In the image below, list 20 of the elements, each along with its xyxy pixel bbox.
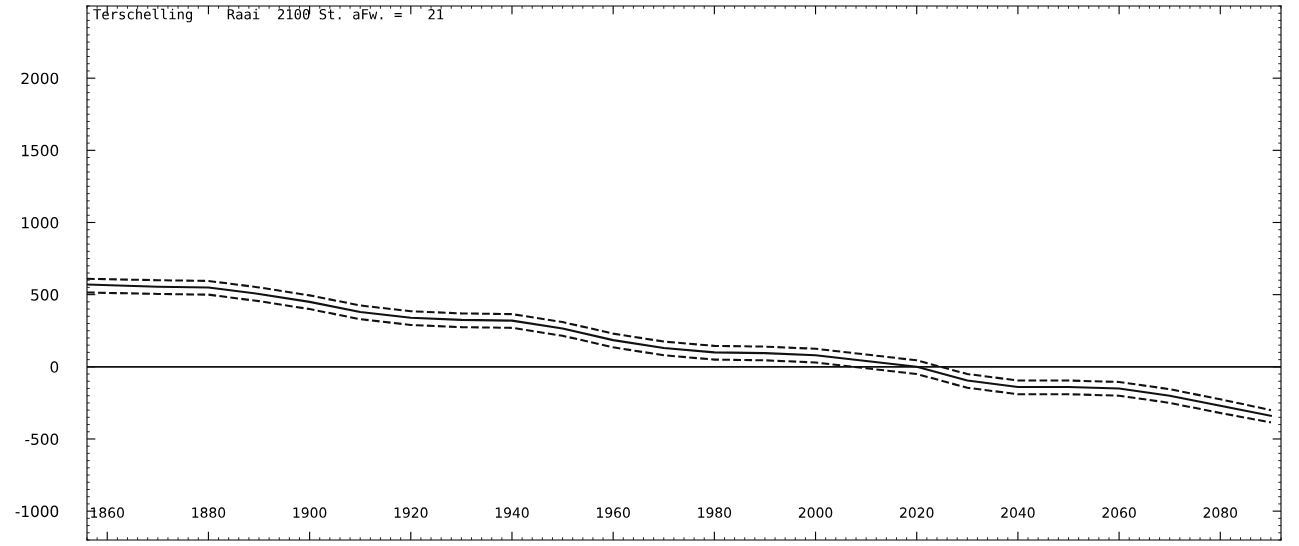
y-tick-label: 2000 [21,72,59,85]
x-tick-label: 1980 [698,507,732,518]
x-tick-label: 1960 [597,507,630,518]
y-tick-label: 0 [50,361,59,373]
chart-title: Terschelling Raai 2100 St. aFw. = 21 [93,8,444,23]
x-tick-label: 2000 [798,507,833,518]
x-tick-label: 1940 [495,507,529,518]
x-tick-label: 2080 [1203,507,1238,518]
y-tick-label: 500 [31,289,59,301]
x-tick-label: 1920 [394,507,428,518]
x-tick-label: 2020 [900,507,934,518]
x-tick-label: 1900 [293,507,327,518]
y-tick-label: 1000 [22,216,59,229]
x-tick-label: 1860 [91,507,124,518]
y-tick-label: -500 [25,433,59,445]
x-tick-label: 2060 [1102,507,1136,518]
y-tick-label: -1000 [15,505,59,518]
x-tick-label: 1880 [192,507,226,518]
y-tick-label: 1500 [22,144,59,157]
x-tick-label: 2040 [1001,507,1035,518]
